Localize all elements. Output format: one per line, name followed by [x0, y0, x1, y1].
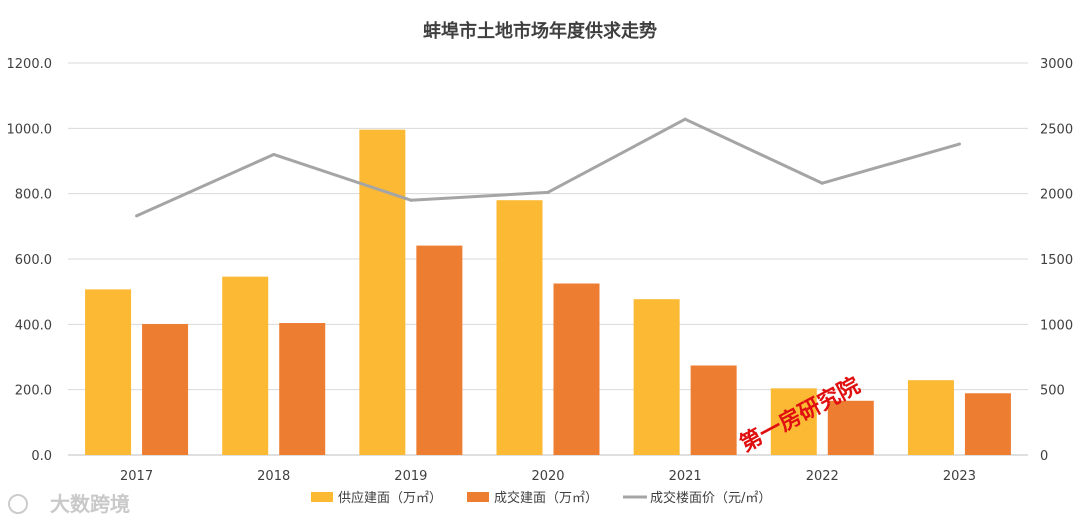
logo-icon: [8, 494, 28, 514]
bar-transaction: [279, 323, 326, 455]
x-tick-label: 2017: [120, 469, 153, 484]
x-axis: 2017 2018 2019 2020 2021 2022 2023: [120, 469, 976, 484]
x-tick-label: 2022: [806, 469, 839, 484]
line-layer: [135, 117, 961, 218]
legend-label: 供应建面（万㎡）: [338, 490, 442, 506]
bar-transaction: [827, 400, 874, 455]
price-point: [820, 181, 824, 185]
bar-supply: [222, 276, 269, 455]
price-point: [683, 117, 687, 121]
price-point: [135, 214, 139, 218]
bar-transaction: [964, 393, 1011, 455]
y-axis-right: 0 500 1000 1500 2000 2500 3000: [1040, 57, 1073, 464]
price-point: [272, 152, 276, 156]
bar-supply: [907, 380, 954, 455]
y-left-tick-label: 600.0: [15, 253, 52, 268]
bar-supply: [359, 129, 406, 455]
bar-supply: [633, 299, 680, 455]
legend-swatch: [311, 492, 333, 502]
price-point: [546, 190, 550, 194]
y-left-tick-label: 1000.0: [7, 122, 53, 137]
y-left-tick-label: 0.0: [31, 449, 52, 464]
price-line: [135, 117, 960, 218]
bar-transaction: [416, 245, 463, 455]
legend: 供应建面（万㎡） 成交建面（万㎡） 成交楼面价（元/㎡）: [311, 490, 771, 506]
legend-swatch: [467, 492, 489, 502]
x-tick-label: 2021: [669, 469, 702, 484]
y-axis-left: 0.0 200.0 400.0 600.0 800.0 1000.0 1200.0: [7, 57, 53, 464]
y-right-tick-label: 1500: [1040, 253, 1073, 268]
price-point: [957, 142, 961, 146]
x-tick-label: 2023: [943, 469, 976, 484]
y-right-tick-label: 1000: [1040, 318, 1073, 333]
gridlines: [68, 62, 1028, 456]
x-tick-label: 2020: [531, 469, 564, 484]
bar-transaction: [142, 324, 189, 455]
x-tick-label: 2018: [257, 469, 290, 484]
y-left-tick-label: 400.0: [15, 318, 52, 333]
legend-label: 成交建面（万㎡）: [494, 490, 598, 506]
bars-layer: [85, 129, 1011, 455]
bar-supply: [85, 289, 132, 455]
logo-watermark: 大数跨境: [8, 492, 130, 516]
y-left-tick-label: 200.0: [15, 384, 52, 399]
bar-supply: [496, 200, 543, 455]
y-right-tick-label: 500: [1040, 384, 1065, 399]
y-left-tick-label: 1200.0: [7, 57, 53, 72]
bar-transaction: [690, 365, 737, 455]
y-left-tick-label: 800.0: [15, 188, 52, 203]
logo-text: 大数跨境: [50, 492, 130, 516]
bar-transaction: [553, 283, 600, 455]
chart-title: 蚌埠市土地市场年度供求走势: [423, 20, 657, 42]
x-tick-label: 2019: [394, 469, 427, 484]
price-point: [409, 198, 413, 202]
legend-label: 成交楼面价（元/㎡）: [650, 490, 771, 506]
y-right-tick-label: 0: [1040, 449, 1048, 464]
y-right-tick-label: 3000: [1040, 57, 1073, 72]
y-right-tick-label: 2500: [1040, 122, 1073, 137]
y-right-tick-label: 2000: [1040, 188, 1073, 203]
bar-supply: [770, 388, 817, 455]
